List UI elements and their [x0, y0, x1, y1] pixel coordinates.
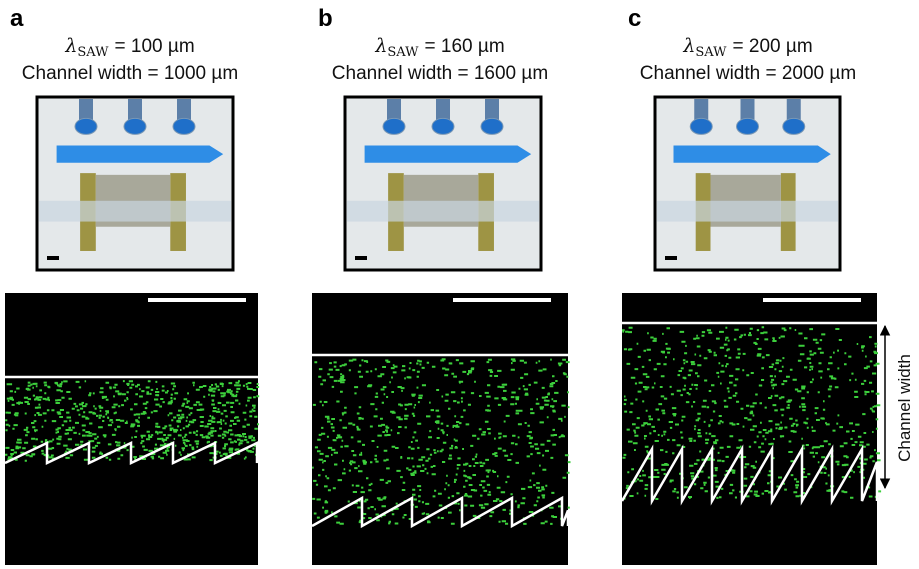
wavelength-value: = 160 µm: [425, 36, 505, 57]
photo-scale-bar: [47, 256, 59, 260]
wavelength-title: λSAW = 160 µm: [374, 35, 504, 60]
panel: a λSAW = 100 µm Channel width = 1000 µm: [5, 5, 259, 565]
mask-below: [5, 463, 258, 565]
subscript: SAW: [387, 45, 419, 60]
lambda: λ: [682, 35, 695, 57]
port: [432, 118, 454, 134]
port: [124, 118, 146, 134]
mask-below: [622, 501, 877, 565]
panel-letter: a: [10, 5, 24, 32]
panel: c λSAW = 200 µm Channel width = 2000 µm: [622, 5, 881, 565]
micrograph: [312, 293, 568, 565]
channel-width-title: Channel width = 1000 µm: [22, 63, 238, 84]
port: [383, 118, 405, 134]
wavelength-title: λSAW = 100 µm: [64, 35, 194, 60]
port: [737, 118, 759, 134]
port: [75, 118, 97, 134]
channel-width-title: Channel width = 2000 µm: [640, 63, 856, 84]
side-label: Channel width: [895, 354, 914, 462]
subscript: SAW: [77, 45, 109, 60]
photo-scale-bar: [665, 256, 677, 260]
fluid-channel: [57, 145, 224, 162]
subscript: SAW: [695, 45, 727, 60]
port: [690, 118, 712, 134]
photo-scale-bar: [355, 256, 367, 260]
panel-letter: b: [318, 5, 333, 32]
port: [173, 118, 195, 134]
fluid-channel: [365, 145, 532, 162]
panel-letter: c: [628, 5, 641, 32]
panel: b λSAW = 160 µm Channel width = 1600 µm: [312, 5, 571, 565]
lambda: λ: [374, 35, 387, 57]
channel-width-title: Channel width = 1600 µm: [332, 63, 548, 84]
wavelength-value: = 200 µm: [733, 36, 813, 57]
port: [481, 118, 503, 134]
fluid-channel: [674, 145, 831, 162]
pdms-strip: [39, 201, 231, 222]
lambda: λ: [64, 35, 77, 57]
figure: Channel width aλSAW= 100 µmChannel width…: [0, 0, 919, 569]
port: [783, 118, 805, 134]
wavelength-value: = 100 µm: [115, 36, 195, 57]
pdms-strip: [347, 201, 539, 222]
mask-below: [312, 526, 568, 565]
pdms-strip: [657, 201, 838, 222]
wavelength-title: λSAW = 200 µm: [682, 35, 812, 60]
